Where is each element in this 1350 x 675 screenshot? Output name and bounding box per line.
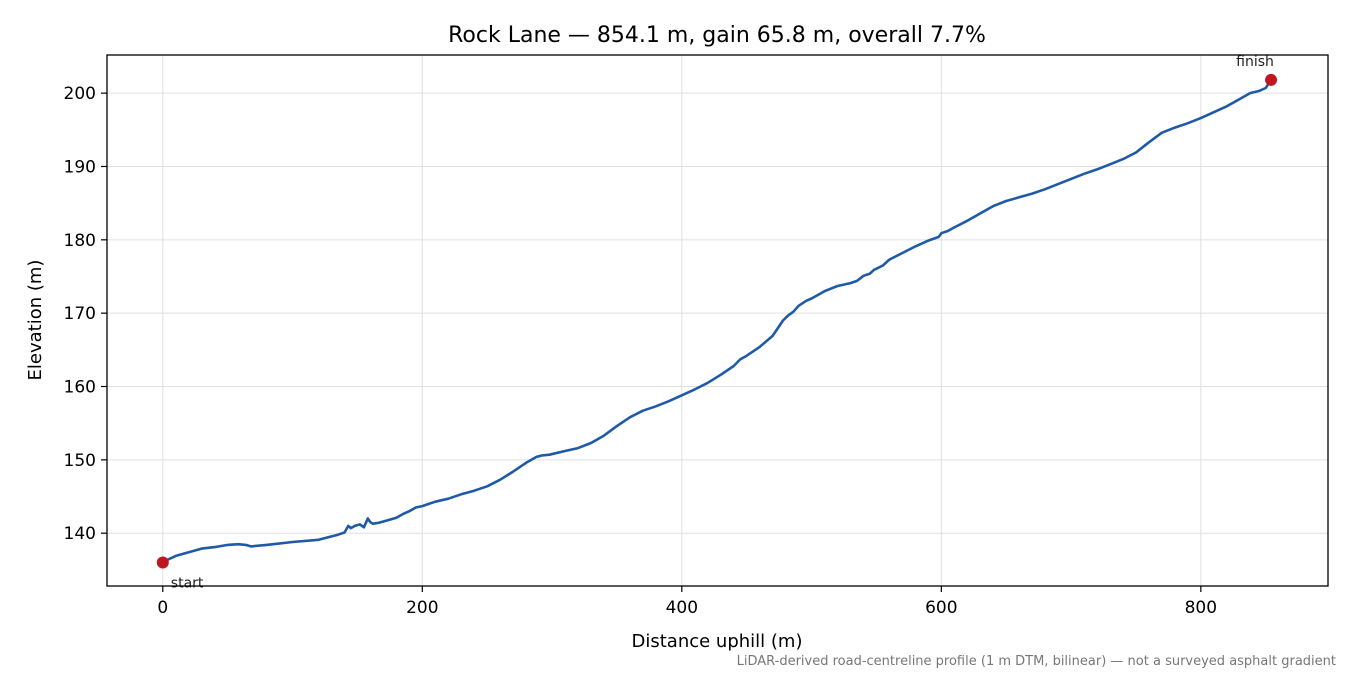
series-layer bbox=[161, 78, 1273, 564]
axis-ticks: 0 200 400 600 800 140 150 160 170 180 190 200 bbox=[64, 84, 1218, 618]
y-tick-label: 190 bbox=[64, 157, 96, 177]
y-axis-label: Elevation (m) bbox=[25, 260, 46, 381]
marker-layer: start finish bbox=[156, 54, 1278, 592]
y-tick-label: 150 bbox=[64, 451, 96, 471]
y-tick-label: 200 bbox=[64, 84, 96, 104]
start-label: start bbox=[171, 576, 204, 592]
x-tick-label: 400 bbox=[666, 598, 698, 618]
x-axis-label: Distance uphill (m) bbox=[632, 631, 803, 652]
chart-title: Rock Lane — 854.1 m, gain 65.8 m, overal… bbox=[448, 23, 986, 48]
chart-footnote: LiDAR-derived road-centreline profile (1… bbox=[737, 654, 1336, 669]
y-tick-label: 160 bbox=[64, 378, 96, 398]
x-tick-label: 600 bbox=[925, 598, 957, 618]
finish-marker bbox=[1265, 73, 1278, 86]
start-marker bbox=[156, 556, 169, 569]
x-tick-label: 200 bbox=[406, 598, 438, 618]
y-tick-label: 140 bbox=[64, 524, 96, 544]
plot-frame bbox=[106, 54, 1329, 587]
finish-label: finish bbox=[1236, 54, 1274, 70]
elevation-line bbox=[161, 78, 1273, 564]
x-tick-label: 0 bbox=[157, 598, 168, 618]
grid bbox=[107, 55, 1328, 586]
x-tick-label: 800 bbox=[1185, 598, 1217, 618]
y-tick-label: 170 bbox=[64, 304, 96, 324]
y-tick-label: 180 bbox=[64, 231, 96, 251]
